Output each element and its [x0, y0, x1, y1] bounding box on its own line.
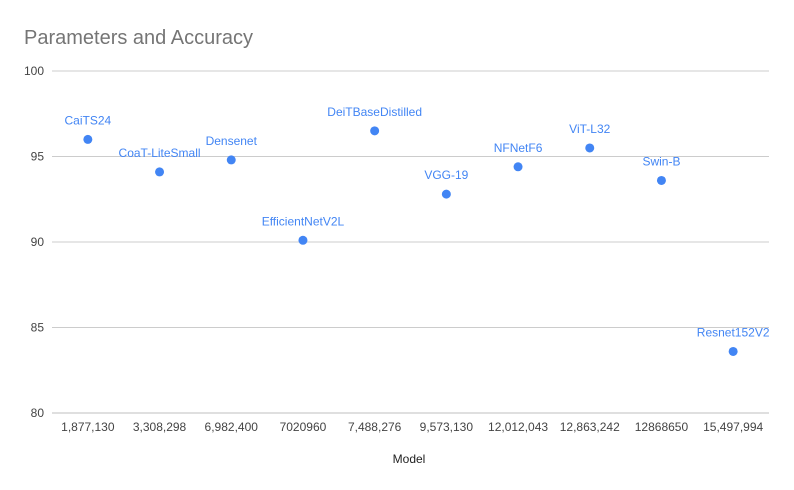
x-tick-label: 1,877,130 [61, 420, 115, 434]
x-axis-ticks: 1,877,130 3,308,298 6,982,400 7020960 7,488,… [61, 420, 763, 434]
data-label: VGG-19 [424, 168, 468, 182]
x-axis-title: Model [393, 452, 426, 466]
x-tick-label: 12,863,242 [560, 420, 620, 434]
data-point [441, 189, 451, 199]
data-labels: CaiTS24 CoaT-LiteSmall Densenet EfficientNe… [65, 105, 770, 340]
x-tick-label: 12868650 [635, 420, 689, 434]
x-tick-label: 7,488,276 [348, 420, 402, 434]
y-tick-label: 85 [31, 321, 45, 335]
data-label: NFNetF6 [494, 141, 543, 155]
gridlines [52, 70, 769, 414]
y-tick-label: 80 [31, 406, 45, 420]
data-point [656, 175, 666, 185]
data-point [83, 134, 93, 144]
data-label: EfficientNetV2L [262, 214, 345, 228]
x-tick-label: 12,012,043 [488, 420, 548, 434]
data-point [155, 167, 165, 177]
y-tick-label: 90 [31, 235, 45, 249]
data-label: DeiTBaseDistilled [327, 105, 422, 119]
y-tick-label: 100 [24, 64, 44, 78]
y-axis-ticks: 80 85 90 95 100 [24, 64, 44, 420]
data-label: Swin-B [642, 154, 680, 168]
data-label: Densenet [206, 134, 258, 148]
y-tick-label: 95 [31, 150, 45, 164]
data-label: ViT-L32 [569, 122, 610, 136]
chart-title: Parameters and Accuracy [24, 27, 253, 49]
data-point [226, 155, 236, 165]
x-tick-label: 6,982,400 [205, 420, 259, 434]
x-tick-label: 9,573,130 [420, 420, 474, 434]
data-points [83, 126, 738, 356]
data-point [513, 162, 523, 172]
data-label: CoaT-LiteSmall [119, 146, 201, 160]
x-tick-label: 7020960 [280, 420, 327, 434]
data-point [728, 346, 738, 356]
x-tick-label: 3,308,298 [133, 420, 187, 434]
data-label: CaiTS24 [65, 113, 112, 127]
data-point [585, 143, 595, 153]
data-label: Resnet152V2 [697, 325, 770, 339]
data-point [298, 235, 308, 245]
data-point [370, 126, 380, 136]
x-tick-label: 15,497,994 [703, 420, 763, 434]
